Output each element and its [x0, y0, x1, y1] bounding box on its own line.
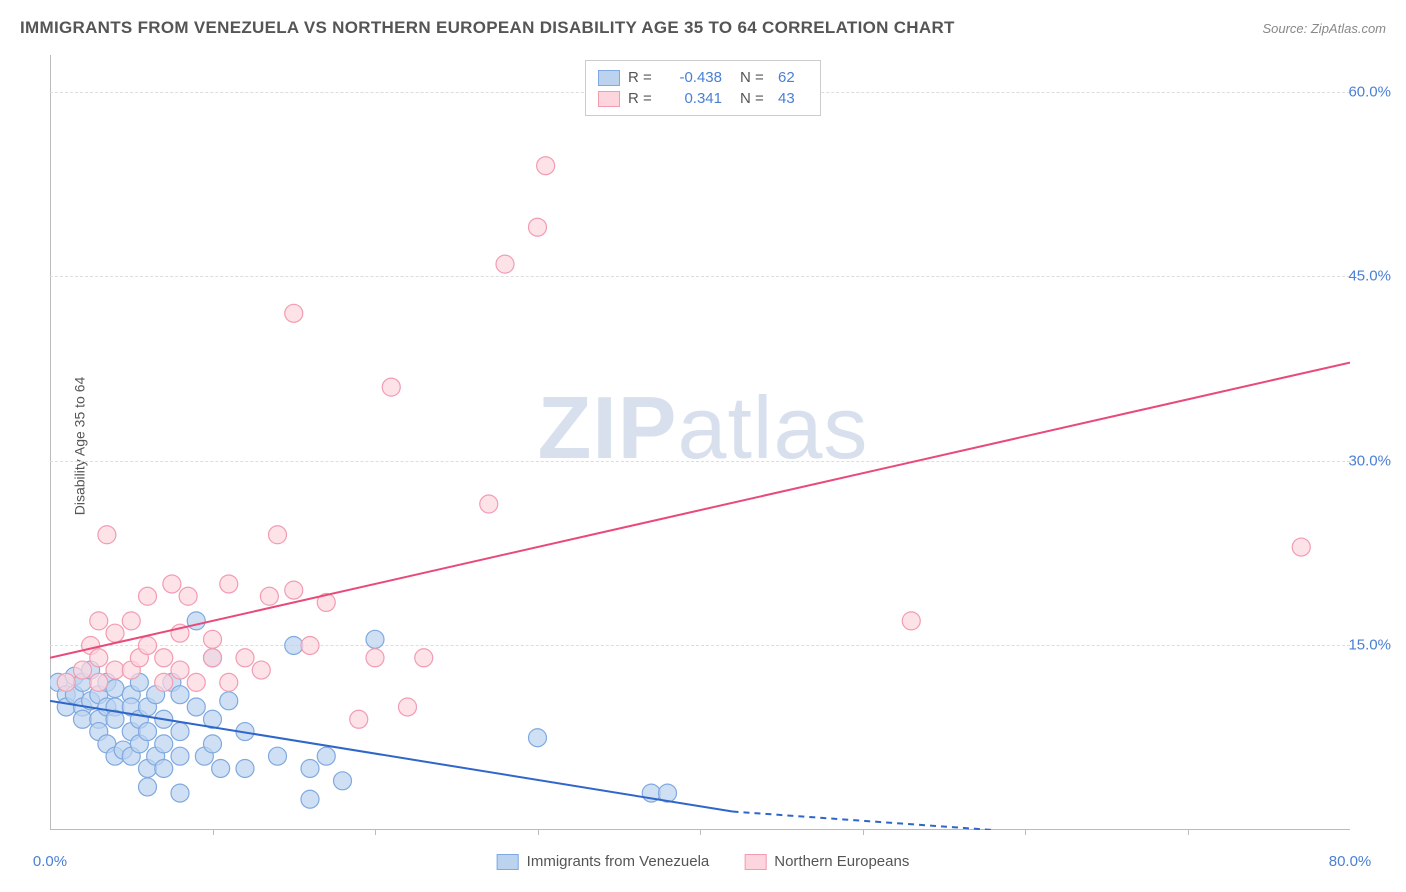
swatch-northern-european-icon: [744, 854, 766, 870]
y-tick-label: 45.0%: [1348, 268, 1391, 285]
legend-item-venezuela: Immigrants from Venezuela: [497, 853, 710, 870]
swatch-northern-european: [598, 91, 620, 107]
correlation-row-2: R = 0.341 N = 43: [598, 88, 808, 109]
swatch-venezuela-icon: [497, 854, 519, 870]
correlation-row-1: R = -0.438 N = 62: [598, 67, 808, 88]
y-tick-label: 15.0%: [1348, 637, 1391, 654]
source-attribution: Source: ZipAtlas.com: [1262, 21, 1386, 36]
legend-item-northern-european: Northern Europeans: [744, 853, 909, 870]
y-tick-label: 60.0%: [1348, 83, 1391, 100]
scatter-svg: [50, 55, 1350, 830]
x-tick-label: 80.0%: [1329, 853, 1372, 870]
title-bar: IMMIGRANTS FROM VENEZUELA VS NORTHERN EU…: [20, 18, 1386, 38]
chart-title: IMMIGRANTS FROM VENEZUELA VS NORTHERN EU…: [20, 18, 955, 38]
series-legend: Immigrants from Venezuela Northern Europ…: [497, 853, 910, 870]
x-tick-label: 0.0%: [33, 853, 67, 870]
correlation-legend: R = -0.438 N = 62 R = 0.341 N = 43: [585, 60, 821, 116]
y-tick-label: 30.0%: [1348, 452, 1391, 469]
swatch-venezuela: [598, 70, 620, 86]
